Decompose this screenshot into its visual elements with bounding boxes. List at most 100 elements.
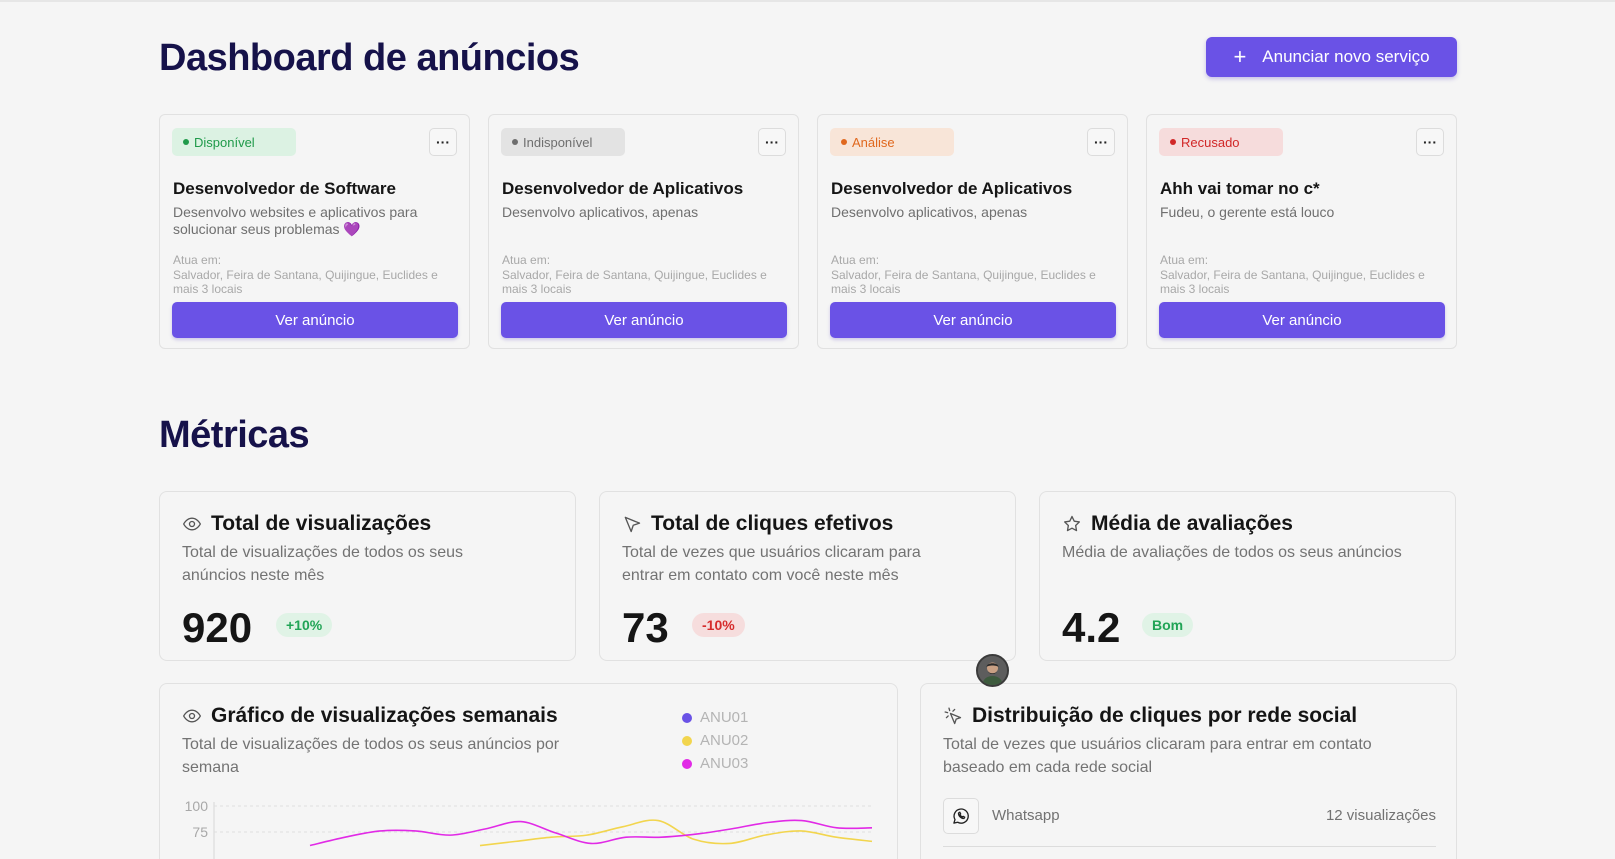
ad-description: Fudeu, o gerente está louco bbox=[1160, 204, 1335, 220]
legend-label: ANU01 bbox=[700, 709, 749, 726]
metrics-title: Métricas bbox=[159, 414, 310, 456]
status-badge: Disponível bbox=[172, 128, 296, 156]
chart-description: Total de visualizações de todos os seus … bbox=[182, 736, 560, 776]
legend-dot bbox=[682, 712, 692, 723]
metric-description: Total de visualizações de todos os seus … bbox=[182, 544, 464, 584]
legend-label: ANU02 bbox=[700, 732, 749, 749]
avatar-icon bbox=[978, 656, 1007, 685]
new-service-button[interactable]: + Anunciar novo serviço bbox=[1206, 37, 1457, 77]
social-title: Distribuição de cliques por rede social bbox=[972, 704, 1358, 727]
more-options-button[interactable]: ··· bbox=[758, 128, 786, 156]
status-dot bbox=[183, 139, 189, 145]
social-name: Whatsapp bbox=[992, 807, 1060, 824]
page-title: Dashboard de anúncios bbox=[159, 37, 580, 79]
ad-locations-label: Atua em: bbox=[173, 253, 222, 267]
metric-header: Total de cliques efetivos bbox=[622, 512, 893, 536]
ad-card: Análise ··· Desenvolvedor de Aplicativos… bbox=[817, 114, 1128, 349]
view-ad-button[interactable]: Ver anúncio bbox=[501, 302, 787, 338]
status-badge: Indisponível bbox=[501, 128, 625, 156]
status-dot bbox=[841, 139, 847, 145]
metric-title: Total de visualizações bbox=[211, 512, 432, 535]
avatar[interactable] bbox=[976, 654, 1009, 687]
ad-locations: Salvador, Feira de Santana, Quijingue, E… bbox=[173, 268, 438, 296]
metric-value: 4.2 bbox=[1062, 604, 1121, 651]
y-tick-label: 75 bbox=[192, 824, 208, 840]
more-options-button[interactable]: ··· bbox=[429, 128, 457, 156]
metric-title: Média de avaliações bbox=[1091, 512, 1293, 535]
status-dot bbox=[1170, 139, 1176, 145]
new-service-label: Anunciar novo serviço bbox=[1262, 47, 1430, 66]
series-line-anu03 bbox=[309, 819, 873, 847]
ad-locations-label: Atua em: bbox=[502, 253, 551, 267]
ad-card: Recusado ··· Ahh vai tomar no c* Fudeu, … bbox=[1146, 114, 1457, 349]
legend-label: ANU03 bbox=[700, 755, 749, 772]
y-tick-label: 100 bbox=[185, 798, 209, 814]
weekly-line-chart: 100 75 bbox=[185, 798, 873, 859]
metric-header: Média de avaliações bbox=[1062, 512, 1293, 536]
legend-item[interactable]: ANU03 bbox=[682, 752, 748, 775]
ad-title: Ahh vai tomar no c* bbox=[1160, 179, 1320, 198]
view-ad-button[interactable]: Ver anúncio bbox=[1159, 302, 1445, 338]
metric-description: Total de vezes que usuários clicaram par… bbox=[622, 544, 921, 584]
status-label: Indisponível bbox=[523, 134, 593, 150]
social-row-whatsapp[interactable]: Whatsapp 12 visualizações bbox=[943, 798, 1436, 834]
legend-item[interactable]: ANU01 bbox=[682, 706, 748, 729]
eye-icon bbox=[183, 709, 201, 723]
whatsapp-icon bbox=[943, 798, 979, 834]
ad-card: Indisponível ··· Desenvolvedor de Aplica… bbox=[488, 114, 799, 349]
ad-card: Disponível ··· Desenvolvedor de Software… bbox=[159, 114, 470, 349]
chart-header: Gráfico de visualizações semanais bbox=[182, 704, 558, 728]
ad-cards: Disponível ··· Desenvolvedor de Software… bbox=[159, 114, 1457, 349]
click-cursor-icon bbox=[944, 707, 962, 725]
metric-header: Total de visualizações bbox=[182, 512, 431, 536]
metric-card-views: Total de visualizações Total de visualiz… bbox=[159, 491, 576, 661]
view-ad-button[interactable]: Ver anúncio bbox=[172, 302, 458, 338]
series-line-anu02 bbox=[479, 819, 873, 847]
ad-description: Desenvolvo aplicativos, apenas bbox=[831, 204, 1028, 220]
social-divider bbox=[943, 846, 1436, 847]
metric-card-clicks: Total de cliques efetivos Total de vezes… bbox=[599, 491, 1016, 661]
social-description: Total de vezes que usuários clicaram par… bbox=[943, 736, 1372, 776]
ad-title: Desenvolvedor de Aplicativos bbox=[831, 179, 1073, 198]
plus-icon: + bbox=[1233, 44, 1247, 69]
social-count: 12 visualizações bbox=[1325, 807, 1436, 824]
ad-locations-label: Atua em: bbox=[1160, 253, 1209, 267]
metric-card-rating: Média de avaliações Média de avaliações … bbox=[1039, 491, 1456, 661]
metric-change-badge: -10% bbox=[692, 613, 745, 637]
more-options-button[interactable]: ··· bbox=[1087, 128, 1115, 156]
weekly-views-chart-card: Gráfico de visualizações semanais Total … bbox=[159, 683, 898, 859]
metric-change-badge: +10% bbox=[276, 613, 333, 637]
ad-locations: Salvador, Feira de Santana, Quijingue, E… bbox=[831, 268, 1096, 296]
view-ad-button[interactable]: Ver anúncio bbox=[830, 302, 1116, 338]
metric-title: Total de cliques efetivos bbox=[651, 512, 894, 535]
ad-locations: Salvador, Feira de Santana, Quijingue, E… bbox=[1160, 268, 1425, 296]
ad-locations-label: Atua em: bbox=[831, 253, 880, 267]
status-badge: Recusado bbox=[1159, 128, 1283, 156]
ad-title: Desenvolvedor de Software bbox=[173, 179, 396, 198]
chart-legend: ANU01 ANU02 ANU03 bbox=[682, 706, 748, 775]
metric-value: 920 bbox=[182, 604, 253, 651]
metric-rating-badge: Bom bbox=[1142, 613, 1194, 637]
legend-dot bbox=[682, 758, 692, 769]
cursor-icon bbox=[624, 516, 641, 533]
more-options-button[interactable]: ··· bbox=[1416, 128, 1444, 156]
star-icon bbox=[1064, 515, 1080, 532]
ad-description: Desenvolvo websites e aplicativos para s… bbox=[173, 204, 418, 237]
metric-value: 73 bbox=[622, 604, 669, 651]
chart-title: Gráfico de visualizações semanais bbox=[211, 704, 558, 727]
page-header: Dashboard de anúncios + Anunciar novo se… bbox=[159, 36, 1457, 80]
ad-title: Desenvolvedor de Aplicativos bbox=[502, 179, 744, 198]
legend-item[interactable]: ANU02 bbox=[682, 729, 748, 752]
eye-icon bbox=[183, 517, 201, 531]
ad-description: Desenvolvo aplicativos, apenas bbox=[502, 204, 699, 220]
status-label: Recusado bbox=[1181, 134, 1240, 150]
social-header: Distribuição de cliques por rede social bbox=[943, 704, 1357, 728]
status-label: Análise bbox=[852, 134, 895, 150]
social-clicks-card: Distribuição de cliques por rede social … bbox=[920, 683, 1457, 859]
status-badge: Análise bbox=[830, 128, 954, 156]
metric-description: Média de avaliações de todos os seus anú… bbox=[1062, 544, 1402, 561]
top-border bbox=[0, 0, 1615, 2]
status-label: Disponível bbox=[194, 134, 255, 150]
legend-dot bbox=[682, 735, 692, 746]
ad-locations: Salvador, Feira de Santana, Quijingue, E… bbox=[502, 268, 767, 296]
